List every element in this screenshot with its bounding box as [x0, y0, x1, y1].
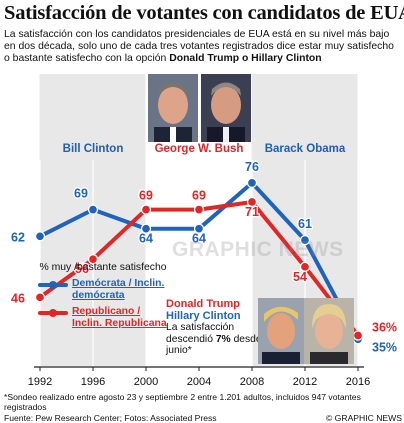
data-point-0-2012: [299, 234, 311, 246]
legend-item-republican: Republicano / Inclin. Republicana: [38, 306, 168, 330]
watermark: GRAPHIC NEWS: [172, 238, 344, 261]
republican-line-swatch: [38, 309, 68, 317]
value-label-0-2016: 35%: [372, 340, 397, 354]
note-value: 7%: [215, 333, 231, 345]
value-label-1-1996: 56: [75, 262, 89, 276]
note-before: La satisfacción descendió: [166, 322, 235, 345]
era-label-obama: Barack Obama: [264, 143, 346, 155]
data-point-1-1992: [34, 292, 46, 303]
era-label-bush: George W. Bush: [154, 143, 244, 155]
value-label-1-2012: 54: [293, 270, 307, 284]
value-label-0-2000: 64: [139, 232, 153, 246]
value-label-1-2004: 69: [192, 189, 206, 203]
data-point-1-2012: [299, 261, 311, 272]
copyright: © GRAPHIC NEWS: [325, 412, 402, 423]
x-tick-label-2016: 2016: [346, 376, 370, 388]
footnote: *Sondeo realizado entre agosto 23 y sept…: [4, 392, 402, 423]
x-tick-label-2012: 2012: [293, 376, 317, 388]
x-tick-label-2000: 2000: [134, 376, 158, 388]
era-label-clinton: Bill Clinton: [62, 143, 124, 155]
data-point-1-2000: [140, 204, 152, 215]
george-bush-photo-2: [201, 74, 251, 142]
data-point-0-2000: [140, 223, 152, 234]
data-point-1-2008: [246, 196, 258, 208]
candidate-trump: Donald Trump: [166, 298, 240, 310]
value-label-0-1992: 62: [11, 230, 25, 244]
candidate-clinton: Hillary Clinton: [166, 310, 241, 322]
x-tick-label-1992: 1992: [28, 376, 52, 388]
value-label-1-2000: 69: [139, 189, 153, 203]
value-label-0-1996: 69: [74, 187, 88, 201]
chart-legend: % muy /bastante satisfecho Demócrata / I…: [38, 262, 168, 330]
data-point-1-2016: [352, 330, 364, 341]
intro-text: La satisfacción con los candidatos presi…: [4, 29, 400, 66]
donald-trump-photo: [258, 298, 304, 364]
x-tick-label-2004: 2004: [187, 376, 211, 388]
intro-body: La satisfacción con los candidatos presi…: [4, 29, 394, 65]
value-label-1-1992: 46: [11, 291, 25, 305]
value-label-0-2012: 61: [298, 217, 312, 231]
george-bush-photo-1: [148, 74, 198, 142]
photos-credit: Fotos: Associated Press: [124, 412, 217, 423]
legend-label-republican: Republicano / Inclin. Republicana: [72, 306, 167, 329]
page-title: Satisfacción de votantes con candidatos …: [4, 2, 404, 24]
source-line: Fuente: Pew Research Center; Fotos: Asso…: [4, 412, 217, 423]
x-tick-label-1996: 1996: [81, 376, 105, 388]
data-point-1-2004: [193, 204, 205, 215]
data-point-0-2004: [193, 223, 205, 234]
candidates-note: Donald Trump Hillary Clinton La satisfac…: [166, 298, 266, 357]
value-label-1-2008: 71: [245, 205, 259, 219]
data-point-0-1996: [87, 204, 99, 215]
hillary-clinton-photo: [304, 298, 354, 364]
value-label-0-2008: 76: [245, 160, 259, 174]
data-point-0-2008: [246, 177, 258, 189]
source: Fuente: Pew Research Center: [4, 412, 120, 423]
legend-heading: % muy /bastante satisfecho: [39, 262, 167, 273]
legend-label-democrat: Demócrata / Inclin. demócrata: [72, 278, 165, 301]
democrat-line-swatch: [38, 281, 68, 289]
data-point-1-1996: [87, 254, 99, 265]
x-tick-label-2008: 2008: [240, 376, 264, 388]
value-label-0-2004: 64: [192, 232, 206, 246]
data-point-0-1992: [34, 231, 46, 242]
note-after: desde junio*: [166, 333, 262, 357]
intro-highlight: Donald Trump o Hillary Clinton: [169, 53, 322, 65]
value-label-1-2016: 36%: [372, 320, 397, 334]
legend-item-democrat: Demócrata / Inclin. demócrata: [38, 278, 168, 302]
survey-note: *Sondeo realizado entre agosto 23 y sept…: [4, 392, 361, 413]
satisfaction-drop-note: La satisfacción descendió 7% desde junio…: [166, 322, 266, 357]
